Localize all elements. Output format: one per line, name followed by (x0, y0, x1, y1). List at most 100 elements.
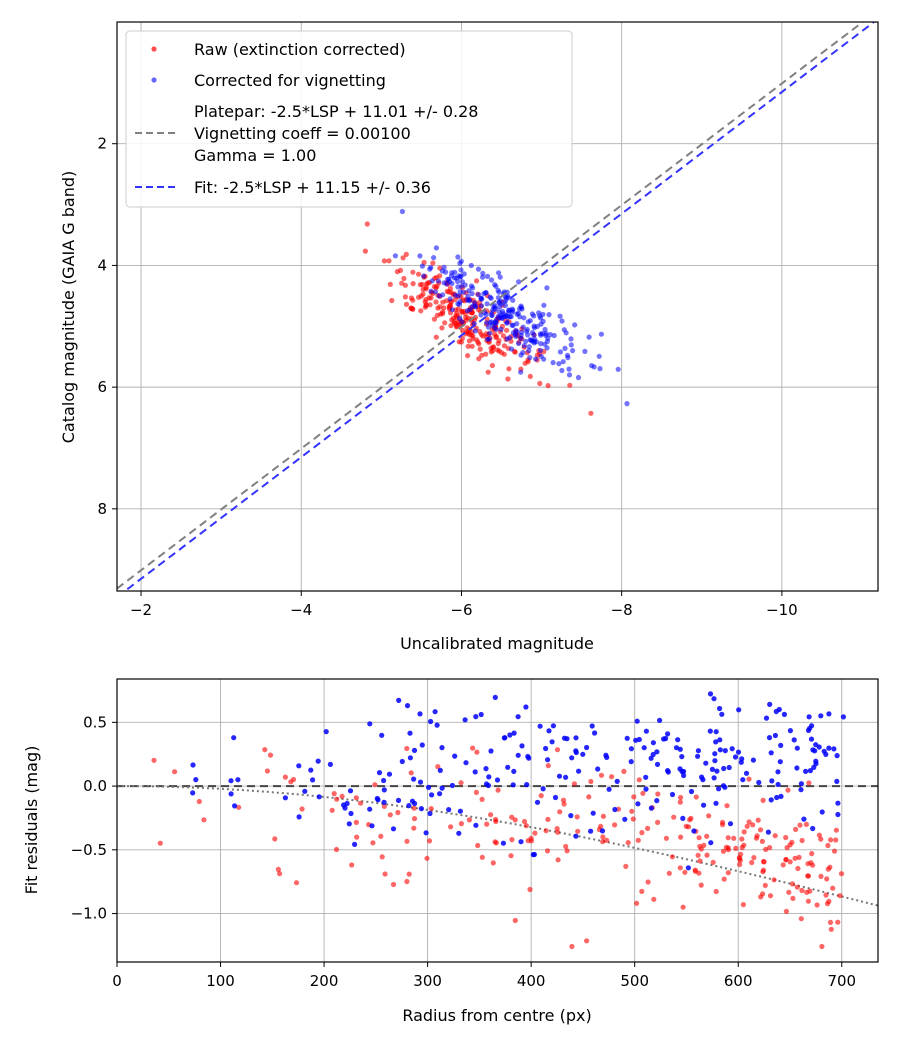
raw-point (499, 350, 505, 356)
corrected-point (496, 270, 502, 276)
raw-residual-point (655, 819, 661, 826)
raw-point (433, 334, 439, 340)
bottom-x-tick-label: 500 (620, 972, 649, 990)
corrected-point (470, 285, 476, 291)
raw-residual-point (677, 799, 683, 805)
corrected-residual-point (628, 759, 634, 765)
raw-point (440, 309, 446, 315)
raw-point (400, 255, 406, 261)
raw-residual-point (837, 893, 843, 899)
corrected-point (524, 326, 530, 333)
raw-residual-point (474, 749, 480, 755)
raw-residual-point (825, 842, 831, 849)
corrected-residual-point (507, 732, 513, 738)
corrected-residual-point (346, 821, 352, 827)
raw-residual-point (828, 926, 834, 932)
raw-residual-point (571, 781, 578, 787)
corrected-residual-point (437, 767, 443, 774)
raw-point (440, 299, 446, 305)
raw-residual-point (634, 900, 640, 906)
corrected-point (452, 269, 458, 275)
raw-residual-point (838, 871, 845, 877)
corrected-residual-point (826, 745, 832, 751)
corrected-residual-point (709, 766, 716, 773)
corrected-point (540, 311, 546, 317)
legend-corrected-label: Corrected for vignetting (194, 71, 386, 90)
corrected-point (466, 298, 473, 304)
corrected-residual-point (235, 777, 241, 783)
corrected-residual-point (768, 750, 774, 756)
raw-residual-point (750, 822, 756, 828)
corrected-point (503, 295, 509, 301)
corrected-point (449, 307, 455, 313)
corrected-residual-point (310, 777, 316, 783)
corrected-residual-point (663, 735, 669, 742)
corrected-point (540, 331, 546, 337)
raw-residual-point (282, 774, 288, 780)
corrected-residual-point (781, 711, 788, 718)
corrected-residual-point (409, 798, 416, 804)
raw-residual-point (569, 943, 575, 950)
corrected-point (529, 330, 536, 336)
bottom-x-tick-label: 300 (413, 972, 442, 990)
corrected-residual-point (379, 732, 385, 738)
corrected-residual-point (411, 776, 417, 782)
corrected-point (499, 315, 505, 321)
corrected-point (498, 326, 504, 332)
corrected-residual-point (568, 813, 574, 819)
corrected-point (504, 319, 510, 325)
corrected-residual-point (805, 727, 812, 734)
raw-residual-point (757, 827, 764, 833)
corrected-residual-point (352, 841, 358, 848)
corrected-point (448, 273, 454, 279)
raw-residual-point (824, 901, 831, 907)
corrected-point (480, 274, 486, 280)
raw-residual-point (555, 829, 561, 835)
corrected-residual-point (707, 728, 713, 734)
raw-residual-point (669, 854, 676, 860)
raw-point (459, 335, 465, 341)
raw-point (434, 312, 440, 318)
corrected-point (518, 335, 524, 342)
bottom-y-tick-label: 0.0 (83, 777, 107, 795)
raw-residual-point (758, 894, 764, 900)
raw-residual-point (786, 889, 792, 895)
corrected-residual-point (386, 771, 393, 777)
corrected-residual-point (711, 775, 717, 781)
corrected-residual-point (492, 694, 498, 701)
raw-point (488, 349, 494, 355)
corrected-point (458, 267, 464, 273)
corrected-point (472, 303, 478, 309)
corrected-residual-point (719, 711, 725, 717)
raw-residual-point (609, 774, 615, 780)
raw-residual-point (655, 791, 661, 797)
bottom-gridlines (116, 679, 878, 962)
raw-point (465, 353, 471, 359)
raw-point (464, 325, 470, 331)
corrected-residual-point (735, 749, 742, 755)
bottom-y-tick-label: −1.0 (71, 905, 107, 923)
raw-point (545, 383, 551, 389)
corrected-point (531, 323, 537, 329)
raw-point (477, 346, 483, 352)
top-x-tick-label: −8 (611, 601, 633, 619)
corrected-point (562, 345, 568, 351)
raw-residual-point (805, 873, 812, 879)
raw-point (402, 294, 408, 300)
corrected-point (557, 313, 563, 319)
corrected-point (547, 332, 553, 338)
corrected-point (538, 341, 544, 347)
corrected-residual-point (423, 830, 429, 836)
raw-residual-point (372, 782, 378, 788)
corrected-residual-point (643, 786, 649, 792)
corrected-point (586, 334, 592, 340)
corrected-residual-point (606, 786, 612, 792)
bottom-y-tick-label: 0.5 (83, 713, 107, 731)
raw-residual-point (833, 837, 839, 843)
raw-point (362, 248, 368, 254)
raw-residual-point (827, 919, 834, 926)
corrected-residual-point (798, 781, 805, 787)
corrected-residual-point (485, 782, 491, 789)
bottom-x-axis-label: Radius from centre (px) (402, 1006, 591, 1025)
bottom-ticks: 0 100 200 300 400 500 600 700 0.5 0.0 −0.5 −1.0 (71, 713, 857, 990)
